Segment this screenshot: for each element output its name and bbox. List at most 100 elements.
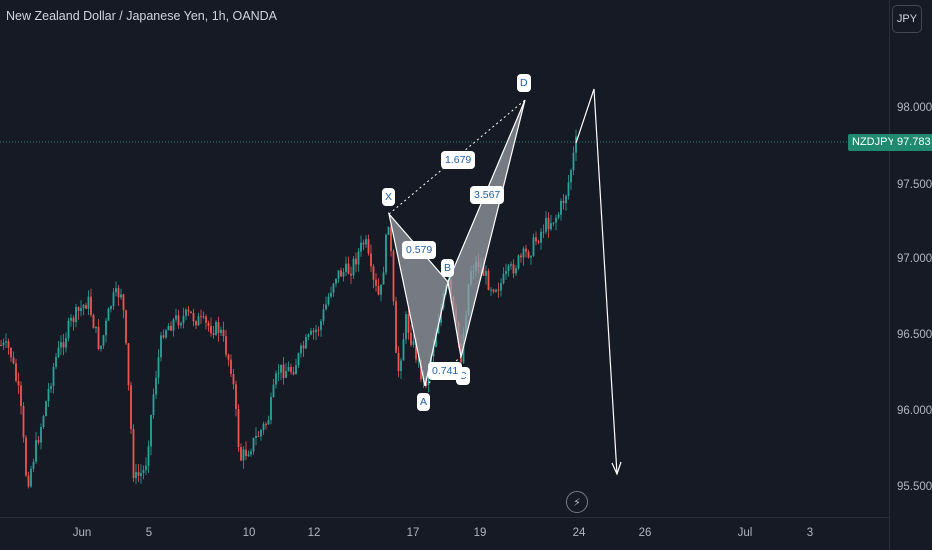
candle-body — [150, 415, 152, 447]
candle-body — [160, 335, 162, 358]
candle-body — [405, 314, 407, 340]
candle-body — [525, 248, 527, 252]
pattern-bcd-triangle — [447, 99, 526, 358]
candle-body — [222, 329, 225, 337]
candle-body — [40, 426, 42, 443]
projection-arrow[interactable] — [575, 88, 622, 476]
candle-body — [227, 354, 230, 360]
candle-body — [295, 365, 297, 375]
candle-body — [107, 308, 110, 321]
candle-body — [397, 352, 400, 372]
candle-body — [570, 170, 572, 183]
candle-body — [17, 380, 20, 386]
candle-body — [260, 430, 262, 437]
candle-body — [282, 364, 285, 378]
candle-body — [317, 329, 320, 331]
candle-body — [530, 255, 532, 258]
candle-body — [170, 325, 172, 331]
candle-body — [190, 311, 192, 313]
candle-body — [437, 322, 440, 334]
candle-body — [275, 373, 277, 385]
candle-body — [167, 325, 170, 331]
candle-body — [180, 323, 182, 326]
candle-body — [432, 346, 435, 357]
candle-body — [360, 242, 362, 252]
candle-body — [5, 341, 7, 343]
candle-body — [22, 406, 25, 438]
candle-body — [87, 296, 90, 309]
candle-body — [495, 289, 497, 292]
candle-body — [407, 314, 410, 333]
point-a-label[interactable]: A — [417, 393, 431, 411]
candle-body — [65, 338, 67, 348]
candle-body — [210, 326, 212, 334]
currency-button[interactable]: JPY — [892, 5, 922, 33]
ratio-ac-label[interactable]: 0.741 — [428, 362, 463, 380]
candle-body — [390, 226, 392, 252]
candle-body — [575, 136, 577, 153]
price-tick: 96.000 — [897, 405, 932, 417]
candle-body — [60, 342, 62, 348]
ratio-xb-label[interactable]: 0.579 — [402, 241, 437, 259]
candle-body — [272, 384, 275, 398]
candle-body — [557, 214, 560, 218]
candle-body — [482, 266, 485, 276]
candle-body — [540, 231, 542, 243]
candle-body — [220, 329, 222, 334]
candle-body — [535, 237, 537, 242]
candle-body — [355, 258, 357, 265]
candle-body — [72, 317, 75, 322]
point-d-label[interactable]: D — [517, 74, 531, 92]
candle-body — [350, 273, 352, 276]
candle-body — [32, 461, 35, 469]
candle-body — [137, 472, 140, 476]
candle-body — [400, 360, 402, 372]
candle-body — [562, 200, 565, 204]
candle-body — [312, 330, 315, 333]
candle-body — [97, 326, 100, 350]
candle-body — [185, 309, 187, 316]
candle-body — [122, 294, 125, 311]
ratio-xd-label[interactable]: 1.679 — [441, 151, 476, 169]
candle-body — [67, 320, 70, 339]
candle-body — [320, 321, 322, 330]
candle-body — [392, 251, 395, 302]
candle-body — [497, 289, 500, 291]
candle-body — [342, 272, 345, 277]
candle-body — [2, 342, 5, 346]
candle-body — [147, 446, 150, 466]
candle-body — [15, 363, 17, 381]
candle-body — [285, 371, 287, 378]
candle-body — [365, 239, 367, 245]
candle-body — [327, 296, 330, 305]
candle-body — [85, 305, 87, 309]
point-x-label[interactable]: X — [382, 188, 396, 206]
candle-body — [262, 423, 265, 431]
candle-body — [95, 326, 97, 329]
candle-body — [345, 263, 347, 273]
candle-body — [25, 437, 27, 476]
candle-body — [510, 264, 512, 266]
point-b-label[interactable]: B — [441, 259, 455, 277]
candle-body — [192, 312, 195, 322]
candle-body — [567, 182, 570, 196]
candle-body — [47, 388, 50, 402]
candle-body — [490, 289, 492, 291]
time-tick: 12 — [307, 527, 321, 539]
candle-body — [252, 437, 255, 452]
candle-body — [302, 345, 305, 349]
candle-body — [0, 345, 2, 346]
candle-body — [127, 343, 130, 386]
candle-body — [177, 315, 180, 326]
candle-body — [50, 385, 52, 389]
candle-body — [300, 345, 302, 354]
candle-body — [307, 334, 310, 338]
ratio-bd-label[interactable]: 3.567 — [470, 186, 505, 204]
candle-body — [237, 408, 240, 448]
candle-body — [112, 292, 115, 307]
lightning-icon[interactable]: ⚡︎ — [566, 491, 588, 513]
price-tick: 97.000 — [897, 253, 932, 265]
candle-body — [410, 332, 412, 345]
candle-body — [135, 472, 137, 479]
